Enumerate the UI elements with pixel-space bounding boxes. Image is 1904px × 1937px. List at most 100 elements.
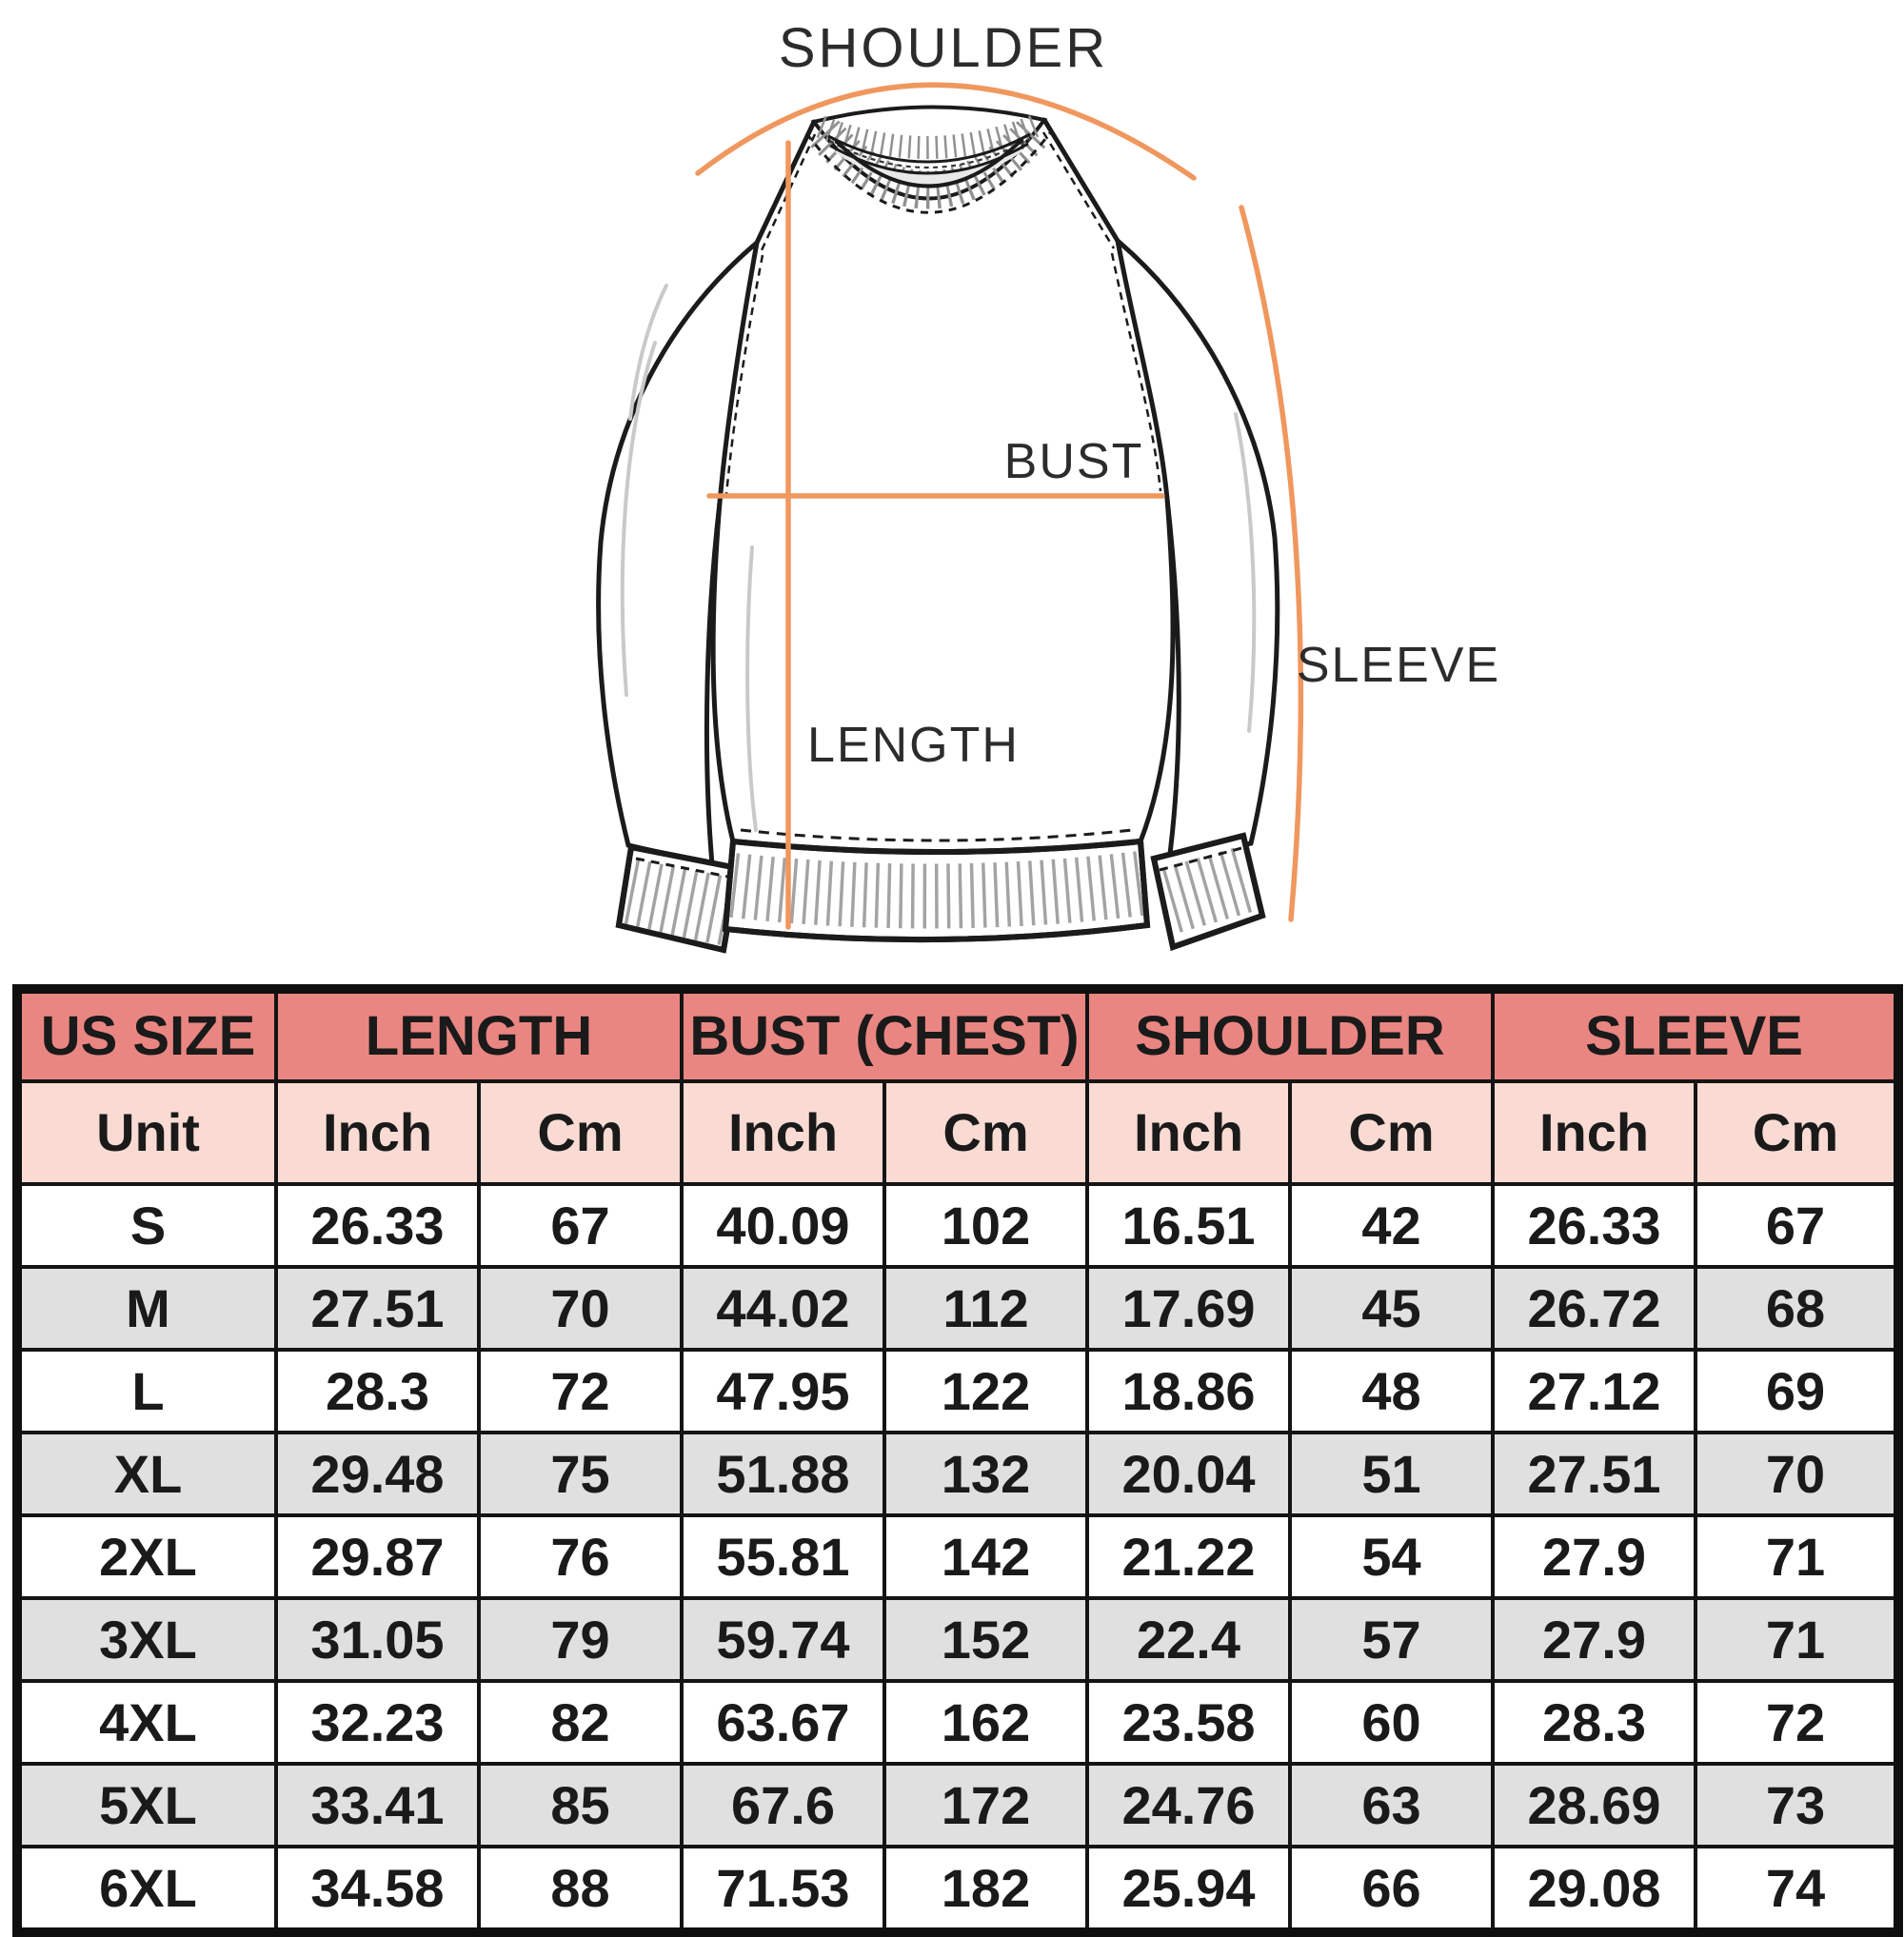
size-label-cell: S (15, 1182, 278, 1269)
size-label-cell: 5XL (15, 1762, 278, 1848)
unit-cell: Unit (15, 1079, 278, 1186)
right-side-seam (1138, 496, 1176, 844)
size-row-s: S 26.33 67 40.09 102 16.51 42 26.33 67 (15, 1182, 1901, 1269)
unit-header-cell: Inch (1085, 1079, 1293, 1186)
measurement-cell: 42 (1288, 1182, 1496, 1269)
size-row-5xl: 5XL 33.41 85 67.6 172 24.76 63 28.69 73 (15, 1762, 1901, 1848)
measurement-cell: 76 (477, 1513, 684, 1600)
unit-header-cell: Inch (680, 1079, 886, 1186)
measurement-cell: 20.04 (1085, 1431, 1293, 1517)
bust-label: BUST (1004, 434, 1144, 489)
collar-opening-edge (834, 137, 1024, 188)
measurement-cell: 67 (1694, 1182, 1901, 1269)
unit-header-cell: Inch (274, 1079, 481, 1186)
measurement-cell: 28.69 (1491, 1762, 1698, 1848)
measurement-cell: 75 (477, 1431, 684, 1517)
measurement-cell: 67 (477, 1182, 684, 1269)
measurement-cell: 59.74 (680, 1596, 886, 1683)
measurement-cell: 172 (882, 1762, 1090, 1848)
left-cuff (615, 843, 742, 954)
size-row-6xl: 6XL 34.58 88 71.53 182 25.94 66 29.08 74 (15, 1845, 1901, 1934)
collar-stitch (804, 129, 1054, 214)
unit-header-cell: Cm (882, 1079, 1090, 1186)
size-chart-table: US SIZE LENGTH BUST (CHEST) SHOULDER SLE… (12, 984, 1904, 1937)
group-header-row: US SIZE LENGTH BUST (CHEST) SHOULDER SLE… (15, 987, 1901, 1083)
size-row-2xl: 2XL 29.87 76 55.81 142 21.22 54 27.9 71 (15, 1513, 1901, 1600)
measurement-cell: 21.22 (1085, 1513, 1293, 1600)
measurement-cell: 152 (882, 1596, 1090, 1683)
measurement-cell: 72 (477, 1348, 684, 1434)
measurement-cell: 73 (1694, 1762, 1901, 1848)
measurement-cell: 51 (1288, 1431, 1496, 1517)
measurement-cell: 102 (882, 1182, 1090, 1269)
left-shoulder-seam (754, 119, 817, 246)
measurement-cell: 40.09 (680, 1182, 886, 1269)
measurement-cell: 26.33 (1491, 1182, 1698, 1269)
measurement-cell: 51.88 (680, 1431, 886, 1517)
measurement-cell: 18.86 (1085, 1348, 1293, 1434)
right-armhole-stitch (1110, 252, 1162, 492)
measurement-cell: 33.41 (274, 1762, 481, 1848)
measurement-cell: 79 (477, 1596, 684, 1683)
measurement-cell: 31.05 (274, 1596, 481, 1683)
sweatshirt-measurement-diagram: SHOULDER BUST LENGTH SLEEVE (596, 17, 1498, 954)
size-label-cell: 6XL (15, 1845, 278, 1934)
measurement-cell: 71 (1694, 1513, 1901, 1600)
diagram-labels: SHOULDER BUST LENGTH SLEEVE (779, 17, 1498, 773)
length-label: LENGTH (807, 718, 1020, 773)
measurement-cell: 74 (1694, 1845, 1901, 1934)
measurement-lines (695, 82, 1304, 930)
unit-header-cell: Cm (477, 1079, 684, 1186)
measurement-cell: 54 (1288, 1513, 1496, 1600)
measurement-cell: 34.58 (274, 1845, 481, 1934)
measurement-cell: 48 (1288, 1348, 1496, 1434)
measurement-cell: 68 (1694, 1265, 1901, 1352)
measurement-cell: 27.9 (1491, 1513, 1698, 1600)
col-header-shoulder: SHOULDER (1085, 987, 1496, 1083)
unit-header-row: Unit Inch Cm Inch Cm Inch Cm Inch Cm (15, 1079, 1901, 1186)
measurement-cell: 162 (882, 1679, 1090, 1766)
measurement-cell: 27.51 (1491, 1431, 1698, 1517)
sweatshirt-diagram-svg: SHOULDER BUST LENGTH SLEEVE (596, 17, 1498, 954)
measurement-cell: 27.51 (274, 1265, 481, 1352)
sleeve-measure-arc (1239, 205, 1304, 922)
measurement-cell: 27.12 (1491, 1348, 1698, 1434)
collar (804, 105, 1054, 214)
measurement-cell: 69 (1694, 1348, 1901, 1434)
measurement-cell: 29.08 (1491, 1845, 1698, 1934)
measurement-cell: 63 (1288, 1762, 1496, 1848)
measurement-cell: 32.23 (274, 1679, 481, 1766)
col-header-us-size: US SIZE (15, 987, 278, 1083)
measurement-cell: 70 (1694, 1431, 1901, 1517)
measurement-cell: 28.3 (274, 1348, 481, 1434)
measurement-cell: 25.94 (1085, 1845, 1293, 1934)
measurement-cell: 57 (1288, 1596, 1496, 1683)
col-header-sleeve: SLEEVE (1491, 987, 1901, 1083)
measurement-cell: 17.69 (1085, 1265, 1293, 1352)
size-row-l: L 28.3 72 47.95 122 18.86 48 27.12 69 (15, 1348, 1901, 1434)
measurement-cell: 112 (882, 1265, 1090, 1352)
measurement-cell: 22.4 (1085, 1596, 1293, 1683)
measurement-cell: 122 (882, 1348, 1090, 1434)
measurement-cell: 70 (477, 1265, 684, 1352)
right-cuff (1150, 832, 1266, 951)
measurement-cell: 16.51 (1085, 1182, 1293, 1269)
measurement-cell: 26.72 (1491, 1265, 1698, 1352)
left-side-seam (710, 500, 736, 844)
size-row-3xl: 3XL 31.05 79 59.74 152 22.4 57 27.9 71 (15, 1596, 1901, 1683)
measurement-cell: 71 (1694, 1596, 1901, 1683)
measurement-cell: 23.58 (1085, 1679, 1293, 1766)
measurement-cell: 44.02 (680, 1265, 886, 1352)
measurement-cell: 45 (1288, 1265, 1496, 1352)
size-row-4xl: 4XL 32.23 82 63.67 162 23.58 60 28.3 72 (15, 1679, 1901, 1766)
right-shoulder-stitch (1041, 131, 1116, 249)
measurement-cell: 82 (477, 1679, 684, 1766)
unit-header-cell: Cm (1288, 1079, 1496, 1186)
measurement-cell: 28.3 (1491, 1679, 1698, 1766)
size-row-m: M 27.51 70 44.02 112 17.69 45 26.72 68 (15, 1265, 1901, 1352)
col-header-length: LENGTH (274, 987, 684, 1083)
body (620, 117, 1257, 844)
measurement-cell: 29.48 (274, 1431, 481, 1517)
fold-shading (620, 284, 1257, 832)
